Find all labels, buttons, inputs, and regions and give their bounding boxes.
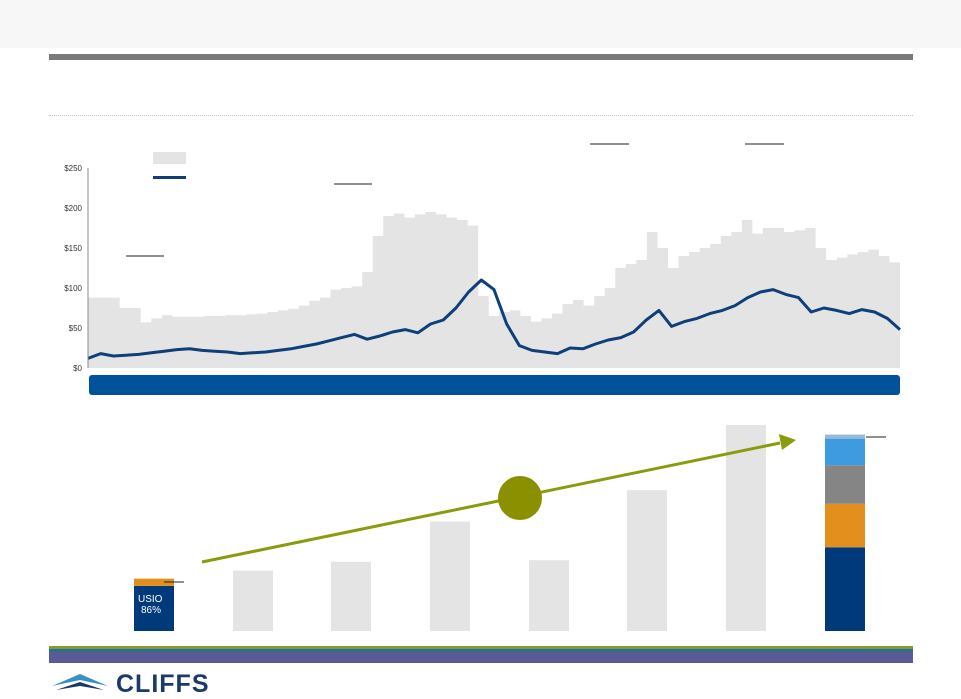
- y-tick-label: $200: [64, 204, 82, 213]
- legend-swatch-area: [153, 152, 186, 164]
- bar-segment: [134, 585, 174, 631]
- trend-circle: [498, 476, 542, 520]
- subtitle-divider: [49, 115, 913, 116]
- bar-segment: [134, 578, 174, 586]
- price-line-chart: $250 $200 $150 $100 $50 $0: [64, 143, 901, 373]
- footer-stripe-purple: [49, 652, 913, 663]
- bar: [726, 424, 766, 631]
- bar: [430, 521, 470, 631]
- trend-arrow-line: [201, 441, 781, 564]
- header-band: [0, 0, 961, 48]
- bar: [529, 560, 569, 631]
- bar-segment: [825, 434, 865, 439]
- bar: [233, 570, 273, 631]
- legend-swatch-line: [153, 176, 186, 179]
- volume-bar-chart: USIO 86%: [134, 424, 886, 631]
- trend-arrow-head: [779, 434, 796, 450]
- bar: [331, 561, 371, 631]
- logo-mark-icon: [52, 674, 108, 690]
- bar-segment: [825, 547, 865, 631]
- bar: [627, 490, 667, 631]
- cliffs-logo: CLIFFS: [52, 670, 252, 698]
- y-tick-label: $250: [64, 164, 82, 173]
- usio-percent: 86%: [141, 605, 161, 616]
- footer-stripe-green: [49, 646, 913, 649]
- bar-segment: [825, 503, 865, 548]
- title-rule: [49, 54, 913, 60]
- footer-stripe-teal: [49, 649, 913, 652]
- footer-stripes: [49, 646, 913, 663]
- timeline-band: [89, 375, 900, 395]
- logo-text: CLIFFS: [116, 670, 210, 698]
- y-tick-label: $150: [64, 244, 82, 253]
- bar-segment: [825, 465, 865, 504]
- usio-label: USIO: [138, 594, 163, 605]
- y-tick-label: $100: [64, 284, 82, 293]
- y-tick-label: $0: [73, 364, 82, 373]
- bar-segment: [825, 438, 865, 466]
- area-series: [88, 212, 900, 368]
- line-series: [87, 278, 901, 360]
- y-tick-label: $50: [69, 324, 83, 333]
